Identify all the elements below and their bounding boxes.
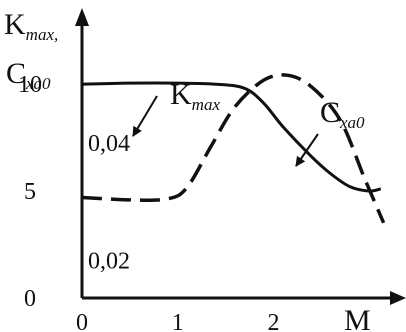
y-axis-label-line2: Cxa0 bbox=[6, 57, 51, 93]
y-axis-label-line1: Kmax, bbox=[4, 8, 58, 44]
series-group bbox=[81, 73, 386, 224]
x-tick-label: 1 bbox=[172, 310, 184, 332]
cxa0-annotation-arrow bbox=[295, 133, 319, 167]
secondary-tick-label: 0,04 bbox=[88, 131, 130, 157]
series-line-max bbox=[81, 81, 382, 193]
x-tick-label: 0 bbox=[76, 310, 88, 332]
x-axis-arrow-icon bbox=[390, 291, 406, 305]
x-axis-label: M bbox=[344, 304, 371, 332]
y-tick-label: 5 bbox=[24, 179, 36, 205]
kmax-annotation-arrow bbox=[132, 95, 158, 137]
secondary-tick-label: 0,02 bbox=[88, 248, 130, 274]
y-axis-arrow-icon bbox=[75, 8, 89, 26]
x-tick-label: 2 bbox=[268, 310, 280, 332]
y-tick-labels: 0 5 10 bbox=[18, 72, 42, 312]
y-tick-label: 0 bbox=[24, 286, 36, 312]
cxa0-annotation: Cxa0 bbox=[320, 96, 365, 132]
kmax-annotation: Kmax bbox=[170, 78, 220, 114]
x-tick-labels: 0 1 2 bbox=[76, 310, 280, 332]
y-tick-label: 10 bbox=[18, 72, 42, 98]
secondary-tick-labels: 0,04 0,02 bbox=[88, 131, 130, 274]
